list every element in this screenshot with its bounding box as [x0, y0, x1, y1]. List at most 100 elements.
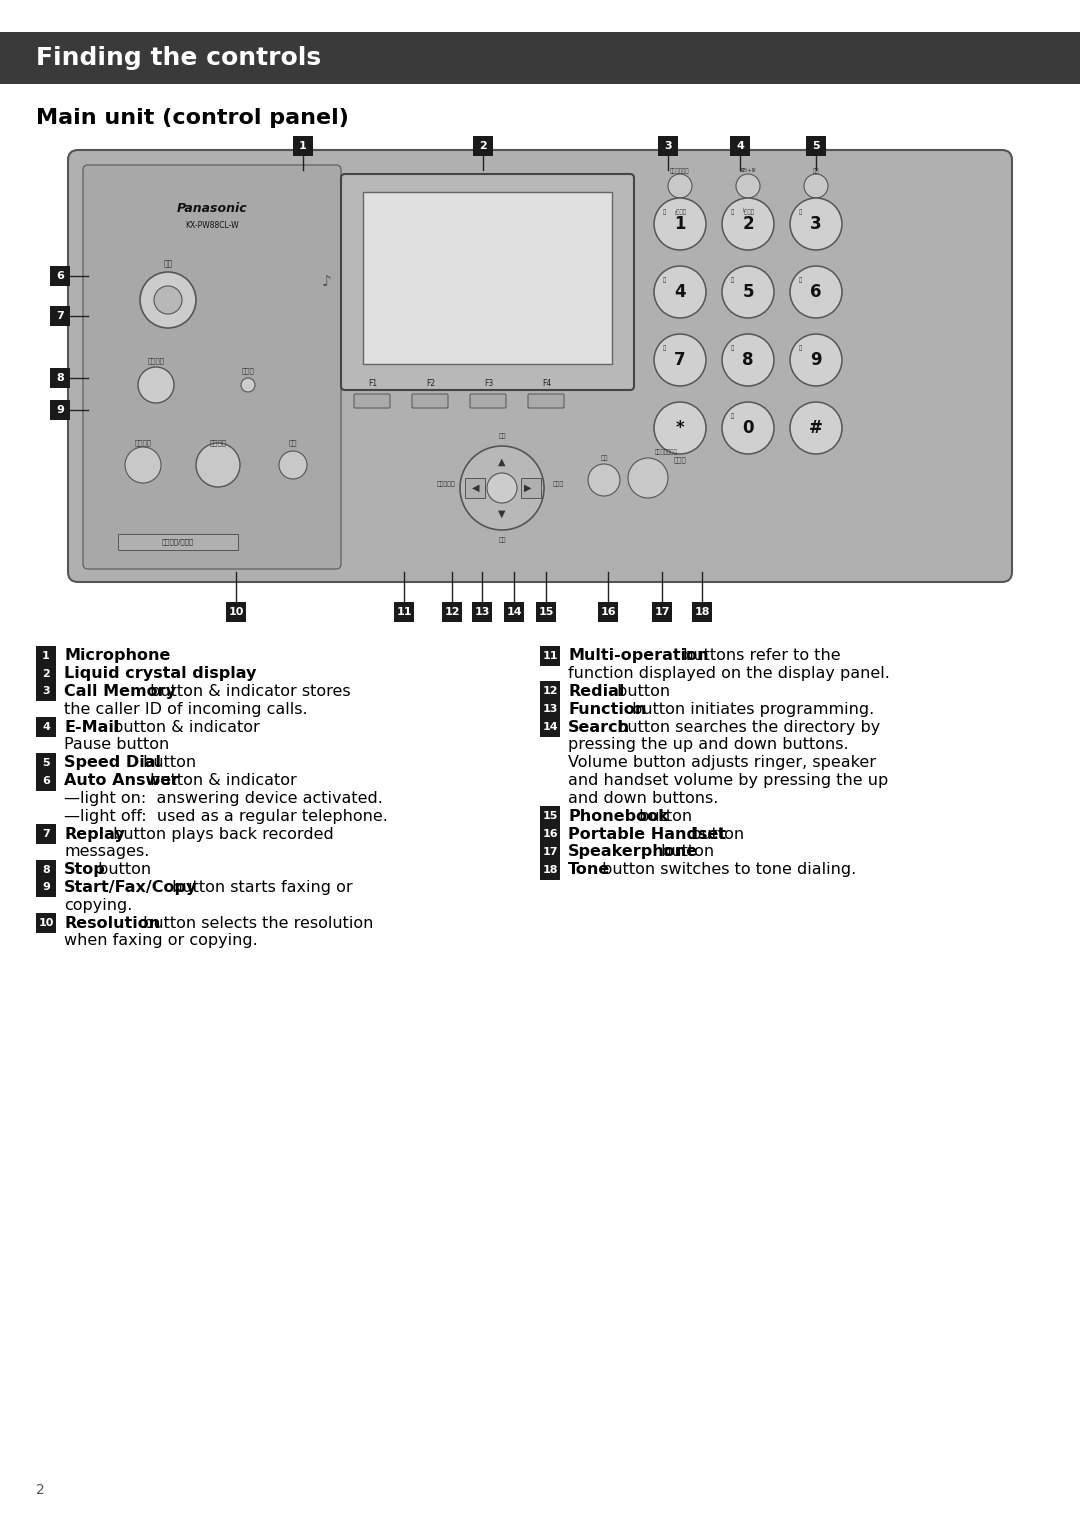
FancyBboxPatch shape — [540, 699, 561, 719]
Text: 16: 16 — [542, 829, 557, 839]
Text: and handset volume by pressing the up: and handset volume by pressing the up — [568, 774, 888, 787]
Text: 9: 9 — [56, 404, 64, 415]
Text: button: button — [657, 844, 715, 859]
FancyBboxPatch shape — [730, 136, 750, 156]
Text: button: button — [612, 684, 671, 699]
Text: 6: 6 — [810, 282, 822, 301]
Text: button & indicator stores: button & indicator stores — [145, 684, 351, 699]
Circle shape — [125, 447, 161, 484]
Text: 14: 14 — [507, 607, 522, 617]
Text: 17: 17 — [542, 847, 557, 856]
Text: 0: 0 — [742, 420, 754, 436]
FancyBboxPatch shape — [394, 601, 414, 623]
Text: 5: 5 — [742, 282, 754, 301]
FancyBboxPatch shape — [83, 165, 341, 569]
Text: 15: 15 — [538, 607, 554, 617]
Circle shape — [789, 198, 842, 250]
FancyBboxPatch shape — [540, 645, 561, 665]
Text: E-Mail: E-Mail — [64, 720, 120, 734]
Text: when faxing or copying.: when faxing or copying. — [64, 934, 258, 949]
Text: Search: Search — [568, 720, 630, 734]
Text: Microphone: Microphone — [64, 649, 171, 664]
FancyBboxPatch shape — [293, 136, 313, 156]
Text: 13: 13 — [542, 703, 557, 714]
Text: ア: ア — [662, 209, 665, 215]
Text: 2: 2 — [36, 1483, 44, 1497]
Circle shape — [654, 266, 706, 317]
Text: pressing the up and down buttons.: pressing the up and down buttons. — [568, 737, 849, 752]
Text: ♪: ♪ — [322, 275, 332, 290]
Text: 音量メモリー: 音量メモリー — [671, 168, 690, 174]
Text: Function: Function — [568, 702, 646, 717]
Text: 機能: 機能 — [498, 433, 505, 439]
Text: 7: 7 — [56, 311, 64, 320]
FancyBboxPatch shape — [50, 400, 70, 420]
Text: 10: 10 — [228, 607, 244, 617]
FancyBboxPatch shape — [363, 192, 612, 365]
Text: マ: マ — [662, 345, 665, 351]
Circle shape — [789, 334, 842, 386]
Text: 音量: 音量 — [498, 537, 505, 543]
Text: ⊠5+Ⅲ: ⊠5+Ⅲ — [740, 168, 756, 174]
FancyBboxPatch shape — [472, 601, 492, 623]
Circle shape — [460, 446, 544, 530]
Text: 16: 16 — [600, 607, 616, 617]
Text: 4: 4 — [737, 140, 744, 151]
Text: buttons refer to the: buttons refer to the — [678, 649, 841, 664]
Text: Start/Fax/Copy: Start/Fax/Copy — [64, 881, 198, 894]
Text: 1: 1 — [674, 215, 686, 233]
Text: Liquid crystal display: Liquid crystal display — [64, 665, 256, 681]
Text: button & indicator: button & indicator — [145, 774, 297, 787]
Text: 3: 3 — [810, 215, 822, 233]
Text: 18: 18 — [542, 865, 557, 874]
Text: 3: 3 — [664, 140, 672, 151]
FancyBboxPatch shape — [540, 824, 561, 844]
Text: Finding the controls: Finding the controls — [36, 46, 321, 70]
Circle shape — [138, 366, 174, 403]
Text: 6: 6 — [42, 775, 50, 786]
Text: copying.: copying. — [64, 897, 133, 913]
Text: button: button — [634, 809, 692, 824]
Text: button & indicator: button & indicator — [108, 720, 260, 734]
Text: ファクス/コピー: ファクス/コピー — [162, 539, 194, 545]
Text: Stop: Stop — [64, 862, 106, 877]
Text: F3: F3 — [484, 380, 494, 389]
Text: 子機: 子機 — [600, 455, 608, 461]
Text: 8: 8 — [56, 372, 64, 383]
Circle shape — [735, 174, 760, 198]
Text: ▶: ▶ — [524, 484, 531, 493]
FancyBboxPatch shape — [521, 478, 541, 497]
FancyBboxPatch shape — [658, 136, 678, 156]
Text: F2: F2 — [427, 380, 435, 389]
Text: Auto Answer: Auto Answer — [64, 774, 179, 787]
Text: #: # — [809, 420, 823, 436]
FancyBboxPatch shape — [50, 368, 70, 388]
Text: 13: 13 — [474, 607, 489, 617]
Text: messages.: messages. — [64, 844, 149, 859]
Text: F4: F4 — [542, 380, 552, 389]
Text: 短縮: 短縮 — [813, 168, 820, 174]
Circle shape — [804, 174, 828, 198]
FancyBboxPatch shape — [36, 771, 56, 790]
FancyBboxPatch shape — [36, 645, 56, 665]
FancyBboxPatch shape — [540, 806, 561, 826]
Text: Resolution: Resolution — [64, 916, 160, 931]
FancyBboxPatch shape — [411, 394, 448, 407]
FancyBboxPatch shape — [354, 394, 390, 407]
Circle shape — [654, 198, 706, 250]
Text: トーン: トーン — [674, 456, 687, 464]
Text: KX-PW88CL-W: KX-PW88CL-W — [185, 220, 239, 229]
Circle shape — [241, 378, 255, 392]
Text: 聞き直し: 聞き直し — [148, 357, 164, 365]
FancyBboxPatch shape — [36, 717, 56, 737]
Text: 12: 12 — [444, 607, 460, 617]
Circle shape — [154, 285, 183, 314]
Text: button plays back recorded: button plays back recorded — [108, 827, 334, 841]
Text: function displayed on the display panel.: function displayed on the display panel. — [568, 665, 890, 681]
Text: 電話帳: 電話帳 — [552, 481, 564, 487]
Text: 5: 5 — [42, 758, 50, 768]
FancyBboxPatch shape — [68, 150, 1012, 581]
Text: 7: 7 — [42, 829, 50, 839]
Text: Speakerphone: Speakerphone — [568, 844, 698, 859]
Text: and down buttons.: and down buttons. — [568, 790, 718, 806]
